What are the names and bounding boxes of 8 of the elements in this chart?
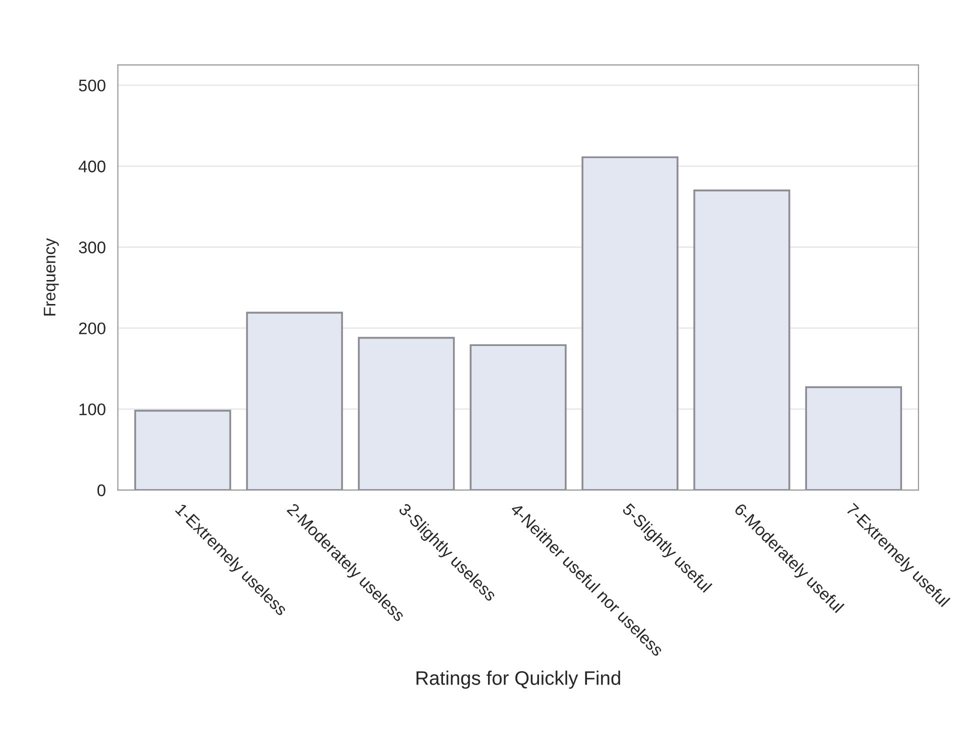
y-axis-title: Frequency (44, 238, 59, 316)
y-tick-label: 0 (97, 484, 106, 496)
y-tick-label: 100 (80, 403, 106, 416)
y-tick-label: 200 (79, 322, 106, 334)
y-tick-label: 300 (78, 242, 106, 254)
y-tick-label: 400 (78, 160, 106, 172)
x-axis-title: Ratings for Quickly Find (416, 670, 620, 689)
y-tick-label: 500 (78, 80, 106, 92)
